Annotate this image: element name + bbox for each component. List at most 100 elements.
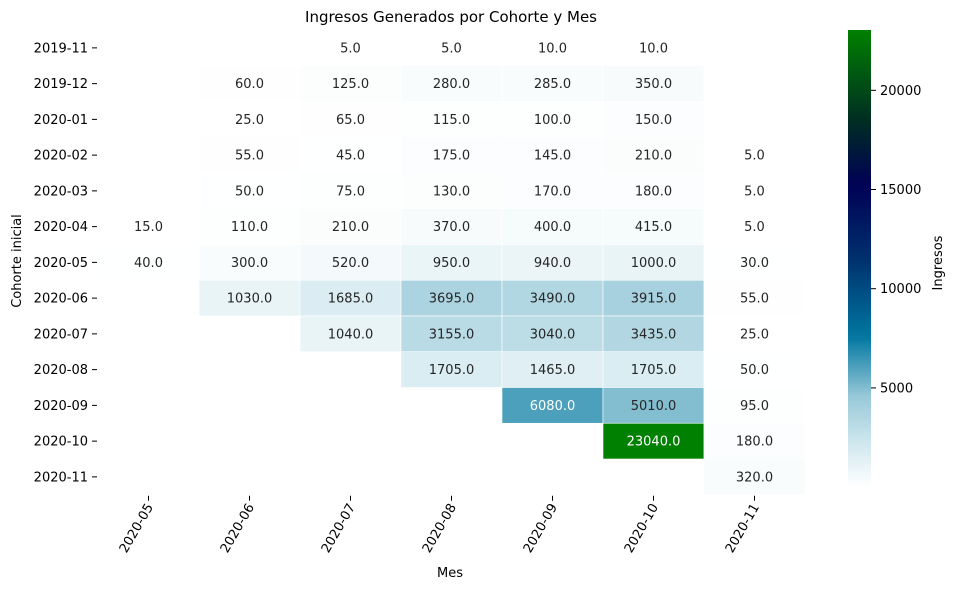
x-axis-label: Mes (437, 566, 463, 581)
y-tick-label: 2020-08 (34, 363, 88, 378)
heatmap-cell (198, 208, 301, 245)
cell-value-label: 3040.0 (530, 327, 576, 342)
chart-title: Ingresos Generados por Cohorte y Mes (305, 8, 597, 26)
heatmap-cell (602, 101, 705, 138)
y-tick-label: 2020-07 (34, 327, 88, 342)
y-tick-label: 2020-11 (34, 470, 88, 485)
heatmap-cell (299, 172, 402, 210)
heatmap-cell (703, 458, 806, 496)
heatmap-cell (501, 387, 604, 424)
heatmap-cell (602, 279, 705, 317)
colorbar (848, 30, 871, 487)
heatmap-cell (198, 101, 301, 138)
cell-value-label: 1705.0 (631, 363, 677, 378)
cell-value-label: 145.0 (534, 149, 571, 164)
cell-value-label: 55.0 (740, 292, 769, 307)
heatmap-cell (299, 244, 402, 281)
heatmap-cell (97, 208, 200, 245)
cell-value-label: 210.0 (635, 149, 672, 164)
heatmap-cell (299, 208, 402, 245)
cell-value-label: 130.0 (433, 184, 470, 199)
cell-value-label: 180.0 (635, 184, 672, 199)
cell-value-label: 3695.0 (429, 292, 475, 307)
heatmap-cell (198, 172, 301, 210)
cell-value-label: 3490.0 (530, 292, 576, 307)
cell-value-label: 1000.0 (631, 256, 677, 271)
cell-value-label: 10.0 (639, 41, 668, 56)
heatmap-cell (602, 422, 705, 460)
heatmap-cell (703, 315, 806, 353)
colorbar-tick-label: 5000 (880, 381, 913, 396)
cell-value-label: 100.0 (534, 113, 571, 128)
y-tick-label: 2020-01 (34, 113, 88, 128)
cell-value-label: 285.0 (534, 77, 571, 92)
cell-value-label: 125.0 (332, 77, 369, 92)
x-tick-label: 2020-10 (622, 501, 662, 556)
y-tick-label: 2020-09 (34, 399, 88, 414)
heatmap-cell (602, 315, 705, 353)
y-tick-label: 2019-12 (34, 77, 88, 92)
heatmap-cells: 5.0 5.0 10.0 10.0 60.0 125.0 280.0 285.0 350.0 25… (97, 29, 806, 496)
x-tick-label: 2020-06 (218, 501, 258, 556)
heatmap-cell (501, 101, 604, 138)
cell-value-label: 3155.0 (429, 327, 475, 342)
heatmap-cell (299, 136, 402, 174)
cell-value-label: 50.0 (235, 184, 264, 199)
y-tick-label: 2019-11 (34, 41, 88, 56)
heatmap-cell (602, 29, 705, 67)
cell-value-label: 1685.0 (328, 292, 374, 307)
cell-value-label: 5.0 (340, 41, 361, 56)
heatmap-cell (501, 136, 604, 174)
cell-value-label: 5010.0 (631, 399, 677, 414)
heatmap-cell (501, 65, 604, 102)
heatmap-cell (400, 279, 503, 317)
colorbar-label: Ingresos (931, 235, 946, 290)
x-tick-label: 2020-07 (319, 501, 359, 556)
heatmap-cell (400, 136, 503, 174)
colorbar-ticks: 5000 10000 15000 20000 (871, 84, 921, 396)
x-tick-label: 2020-05 (117, 501, 157, 556)
colorbar-tick-label: 15000 (880, 183, 921, 198)
heatmap-cell (703, 136, 806, 174)
cell-value-label: 5.0 (744, 149, 765, 164)
heatmap-cell (299, 29, 402, 67)
y-axis-label: Cohorte inicial (10, 214, 25, 308)
x-tick-labels: 2020-05 2020-06 2020-07 2020-08 2020-09 2020-… (117, 495, 763, 556)
heatmap-cell (299, 279, 402, 317)
cell-value-label: 23040.0 (627, 435, 681, 450)
heatmap-cell (400, 29, 503, 67)
heatmap-cell (198, 136, 301, 174)
cell-value-label: 1040.0 (328, 327, 374, 342)
cell-value-label: 115.0 (433, 113, 470, 128)
cell-value-label: 5.0 (744, 184, 765, 199)
heatmap-cell (299, 315, 402, 353)
y-tick-label: 2020-02 (34, 149, 88, 164)
heatmap-cell (198, 279, 301, 317)
x-tick-label: 2020-11 (723, 501, 763, 556)
cell-value-label: 370.0 (433, 220, 470, 235)
x-tick-label: 2020-09 (521, 501, 561, 556)
cell-value-label: 15.0 (134, 220, 163, 235)
heatmap-cell (501, 315, 604, 353)
heatmap-cell (501, 351, 604, 388)
cell-value-label: 25.0 (235, 113, 264, 128)
cell-value-label: 10.0 (538, 41, 567, 56)
cell-value-label: 5.0 (441, 41, 462, 56)
heatmap-cell (198, 65, 301, 102)
cell-value-label: 210.0 (332, 220, 369, 235)
y-tick-label: 2020-03 (34, 184, 88, 199)
y-tick-labels: 2019-11 2019-12 2020-01 2020-02 2020-03 2020-… (34, 41, 97, 485)
cell-value-label: 60.0 (235, 77, 264, 92)
cell-value-label: 170.0 (534, 184, 571, 199)
cell-value-label: 65.0 (336, 113, 365, 128)
cell-value-label: 3435.0 (631, 327, 677, 342)
cell-value-label: 280.0 (433, 77, 470, 92)
colorbar-tick-label: 10000 (880, 282, 921, 297)
heatmap-cell (400, 101, 503, 138)
y-tick-label: 2020-10 (34, 435, 88, 450)
heatmap-cell (299, 65, 402, 102)
colorbar-tick-label: 20000 (880, 84, 921, 99)
cell-value-label: 40.0 (134, 256, 163, 271)
cell-value-label: 50.0 (740, 363, 769, 378)
